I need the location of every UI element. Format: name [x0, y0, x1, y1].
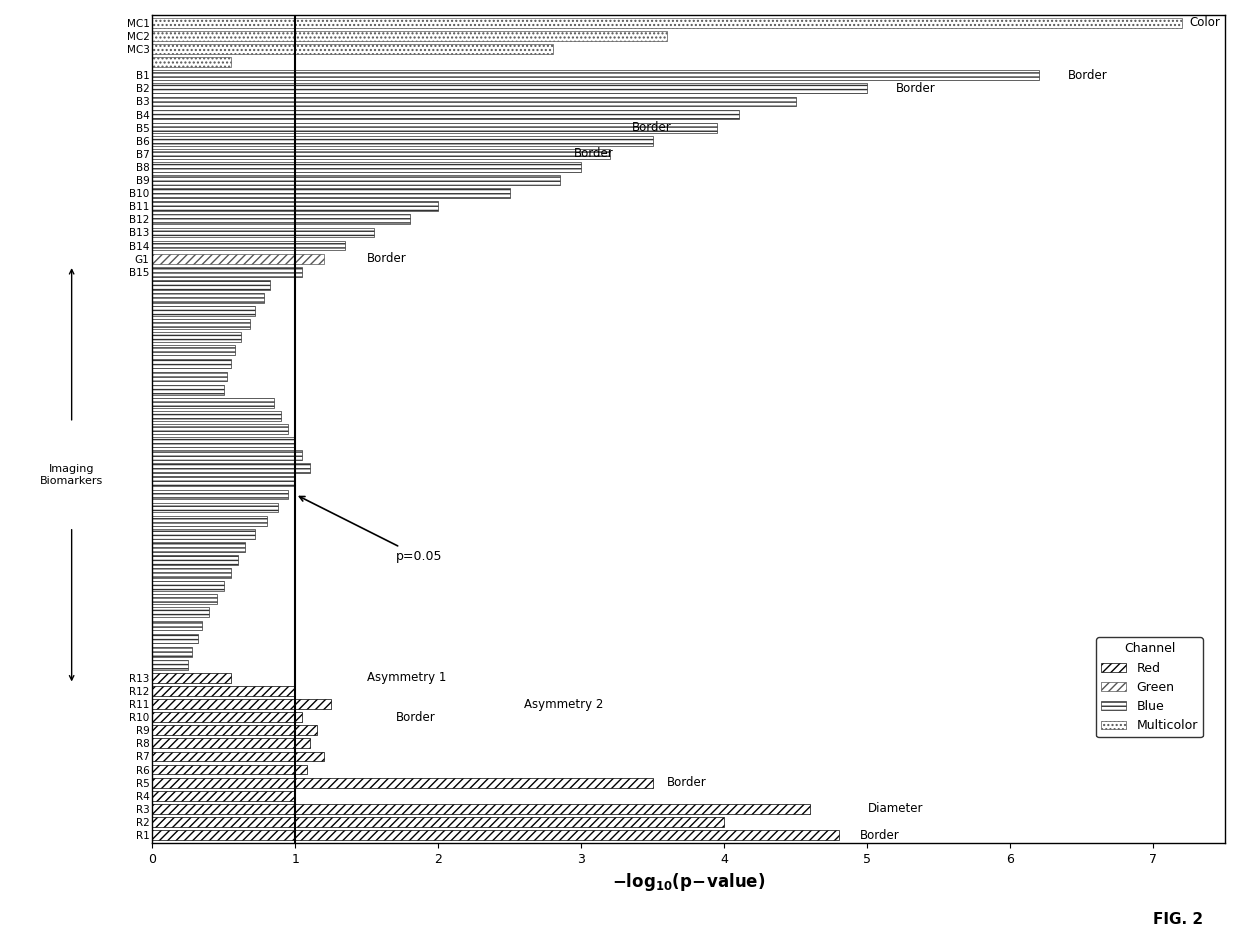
- Bar: [153, 136, 653, 146]
- Bar: [153, 411, 281, 421]
- Bar: [153, 477, 295, 486]
- Bar: [153, 424, 288, 434]
- Bar: [153, 804, 810, 814]
- Bar: [153, 647, 192, 657]
- Bar: [153, 555, 238, 565]
- Text: Border: Border: [1068, 69, 1107, 81]
- Bar: [153, 607, 210, 617]
- Text: Diameter: Diameter: [868, 802, 923, 815]
- Bar: [153, 751, 324, 762]
- Bar: [153, 254, 324, 264]
- Bar: [153, 516, 267, 526]
- Text: Border: Border: [574, 148, 614, 161]
- Bar: [153, 372, 227, 381]
- Bar: [153, 398, 274, 408]
- Bar: [153, 502, 278, 513]
- Text: p=0.05: p=0.05: [299, 497, 441, 563]
- Bar: [153, 31, 667, 41]
- Bar: [153, 70, 1039, 80]
- Bar: [153, 778, 653, 787]
- Bar: [153, 332, 241, 342]
- Bar: [153, 307, 255, 316]
- Text: Border: Border: [897, 82, 936, 95]
- Bar: [153, 149, 610, 159]
- Bar: [153, 123, 717, 132]
- Bar: [153, 215, 409, 224]
- Bar: [153, 542, 246, 552]
- Bar: [153, 58, 231, 67]
- Text: Border: Border: [367, 253, 407, 265]
- Bar: [153, 739, 310, 748]
- Bar: [153, 817, 724, 827]
- Bar: [153, 345, 236, 356]
- Bar: [153, 791, 295, 800]
- Bar: [153, 240, 346, 251]
- Text: Asymmetry 2: Asymmetry 2: [525, 697, 604, 710]
- Bar: [153, 634, 198, 643]
- Bar: [153, 228, 374, 237]
- Bar: [153, 529, 255, 538]
- Bar: [153, 385, 223, 394]
- Legend: Red, Green, Blue, Multicolor: Red, Green, Blue, Multicolor: [1096, 638, 1203, 737]
- Bar: [153, 450, 303, 460]
- Bar: [153, 162, 582, 172]
- Bar: [153, 83, 868, 94]
- Bar: [153, 686, 295, 696]
- Bar: [153, 594, 217, 604]
- Bar: [153, 673, 231, 683]
- X-axis label: $\bf{-log_{10}(p\!-\!value)}$: $\bf{-log_{10}(p\!-\!value)}$: [613, 871, 765, 893]
- Text: Asymmetry 1: Asymmetry 1: [367, 672, 446, 684]
- Bar: [153, 267, 303, 276]
- Bar: [153, 489, 288, 499]
- Bar: [153, 201, 438, 211]
- Bar: [153, 188, 510, 198]
- Text: Border: Border: [667, 776, 707, 789]
- Bar: [153, 293, 264, 303]
- Bar: [153, 726, 316, 735]
- Bar: [153, 764, 306, 775]
- Bar: [153, 437, 295, 447]
- Bar: [153, 712, 303, 722]
- Text: FIG. 2: FIG. 2: [1153, 912, 1203, 927]
- Bar: [153, 359, 231, 368]
- Bar: [153, 569, 231, 578]
- Text: Imaging
Biomarkers: Imaging Biomarkers: [40, 464, 103, 485]
- Bar: [153, 175, 560, 185]
- Text: Border: Border: [861, 829, 900, 842]
- Bar: [153, 96, 796, 106]
- Text: Color: Color: [1189, 16, 1220, 29]
- Bar: [153, 621, 202, 630]
- Text: Border: Border: [396, 710, 435, 724]
- Bar: [153, 44, 553, 54]
- Bar: [153, 110, 739, 119]
- Bar: [153, 280, 269, 289]
- Bar: [153, 464, 310, 473]
- Text: Border: Border: [631, 121, 671, 134]
- Bar: [153, 319, 249, 329]
- Bar: [153, 699, 331, 709]
- Bar: [153, 581, 223, 591]
- Bar: [153, 659, 188, 670]
- Bar: [153, 830, 838, 840]
- Bar: [153, 18, 1182, 27]
